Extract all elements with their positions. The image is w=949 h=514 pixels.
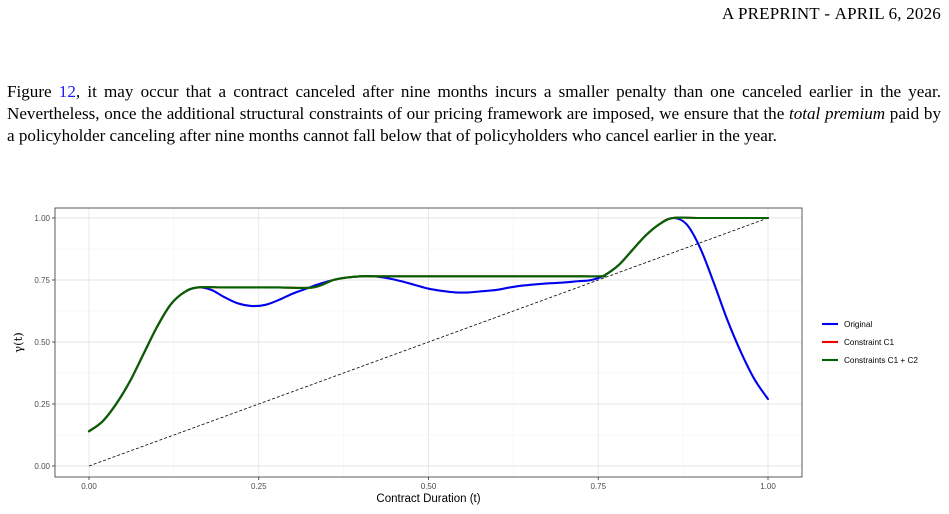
paragraph-part2: , it may occur that a contract canceled … — [7, 82, 941, 123]
body-paragraph: Figure 12, it may occur that a contract … — [7, 81, 941, 147]
header-date: APRIL 6, 2026 — [834, 4, 941, 23]
reference-line-layer — [88, 217, 769, 467]
x-tick-label-1: 0.25 — [251, 482, 267, 491]
x-tick-label-0: 0.00 — [81, 482, 97, 491]
gamma-chart: 0.00 0.25 0.50 0.75 1.00 0.00 0.25 0.50 0.75 1.00… — [11, 207, 918, 505]
series-line-constraints-c1-c2 — [87, 216, 770, 433]
x-tick-label-2: 0.50 — [421, 482, 437, 491]
reference-diagonal-line — [88, 217, 769, 467]
legend-item-constraints-c1-c2: Constraints C1 + C2 — [822, 356, 918, 365]
running-header: A PREPRINT - APRIL 6, 2026 — [722, 4, 941, 24]
legend-label-0: Original — [844, 320, 872, 329]
x-tick-label-4: 1.00 — [760, 482, 776, 491]
header-preprint-label: PREPRINT — [737, 4, 820, 23]
paragraph-part3: paid by a policyholder canceling after n… — [7, 104, 941, 145]
y-tick-label-2: 0.50 — [34, 338, 50, 347]
legend: Original Constraint C1 Constraints C1 + C2 — [822, 320, 918, 365]
series-layer — [87, 216, 770, 433]
tick-layer: 0.00 0.25 0.50 0.75 1.00 0.00 0.25 0.50 0.75 1.00 — [34, 214, 776, 491]
legend-item-constraint-c1: Constraint C1 — [822, 338, 895, 347]
y-tick-label-0: 0.00 — [34, 462, 50, 471]
header-prefix: A — [721, 4, 734, 23]
paragraph-part1: Figure — [7, 82, 59, 101]
paragraph-emphasis: total premium — [788, 104, 886, 123]
grid — [55, 208, 802, 477]
y-axis-label: γ(t) — [11, 332, 25, 352]
legend-item-original: Original — [822, 320, 872, 329]
legend-label-2: Constraints C1 + C2 — [844, 356, 918, 365]
y-tick-label-4: 1.00 — [34, 214, 50, 223]
x-tick-label-3: 0.75 — [590, 482, 606, 491]
y-tick-label-3: 0.75 — [34, 276, 50, 285]
x-axis-label: Contract Duration (t) — [376, 493, 480, 505]
figure-ref-link[interactable]: 12 — [58, 82, 76, 101]
legend-label-1: Constraint C1 — [844, 338, 895, 347]
header-separator: - — [819, 4, 835, 23]
y-tick-label-1: 0.25 — [34, 400, 50, 409]
